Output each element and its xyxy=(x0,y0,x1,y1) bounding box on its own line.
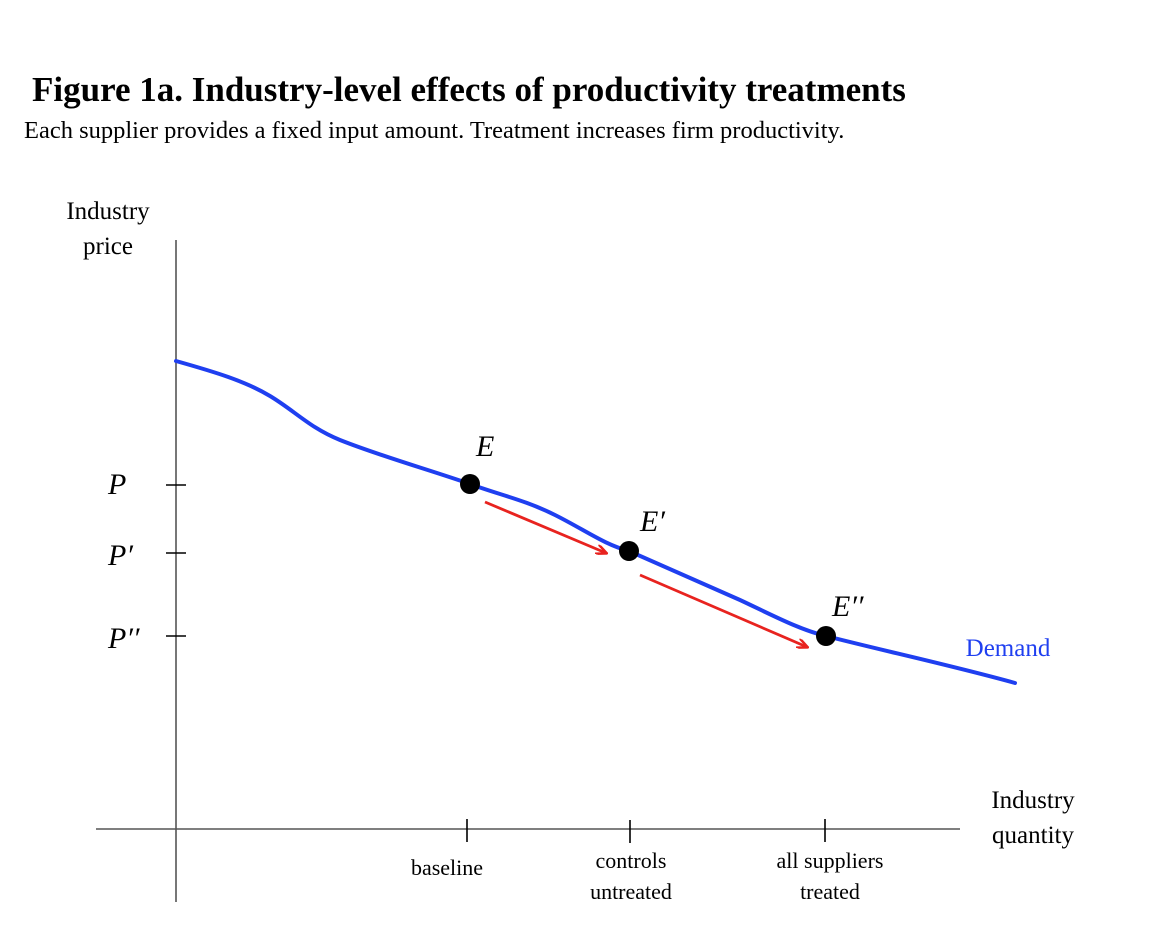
point-label-e-prime: E′ xyxy=(639,505,665,538)
x-tick-label-controls-2: untreated xyxy=(590,879,672,904)
figure-subtitle: Each supplier provides a fixed input amo… xyxy=(24,117,845,144)
y-tick-label-p: P xyxy=(107,468,126,501)
x-tick-label-controls-1: controls xyxy=(596,848,667,873)
arrow-baseline-to-controls xyxy=(484,500,606,553)
x-tick-label-baseline: baseline xyxy=(411,855,483,880)
demand-label: Demand xyxy=(966,635,1051,662)
y-tick-label-p-double-prime: P′′ xyxy=(107,622,140,655)
point-e-prime xyxy=(619,541,639,561)
point-label-e: E xyxy=(475,430,494,463)
arrow-controls-to-all-treated xyxy=(639,573,807,647)
x-axis-label-2: quantity xyxy=(992,822,1074,849)
x-tick-label-all-treated-1: all suppliers xyxy=(777,848,884,873)
x-tick-label-all-treated-2: treated xyxy=(800,879,860,904)
x-axis-label-1: Industry xyxy=(991,787,1075,814)
y-axis-label-2: price xyxy=(83,233,133,260)
demand-curve xyxy=(174,359,1017,685)
point-label-e-double-prime: E′′ xyxy=(831,590,864,623)
y-axis-label-1: Industry xyxy=(66,198,150,225)
point-e xyxy=(460,474,480,494)
y-tick-label-p-prime: P′ xyxy=(107,539,133,572)
point-e-double-prime xyxy=(816,626,836,646)
figure-title: Figure 1a. Industry-level effects of pro… xyxy=(32,70,906,109)
